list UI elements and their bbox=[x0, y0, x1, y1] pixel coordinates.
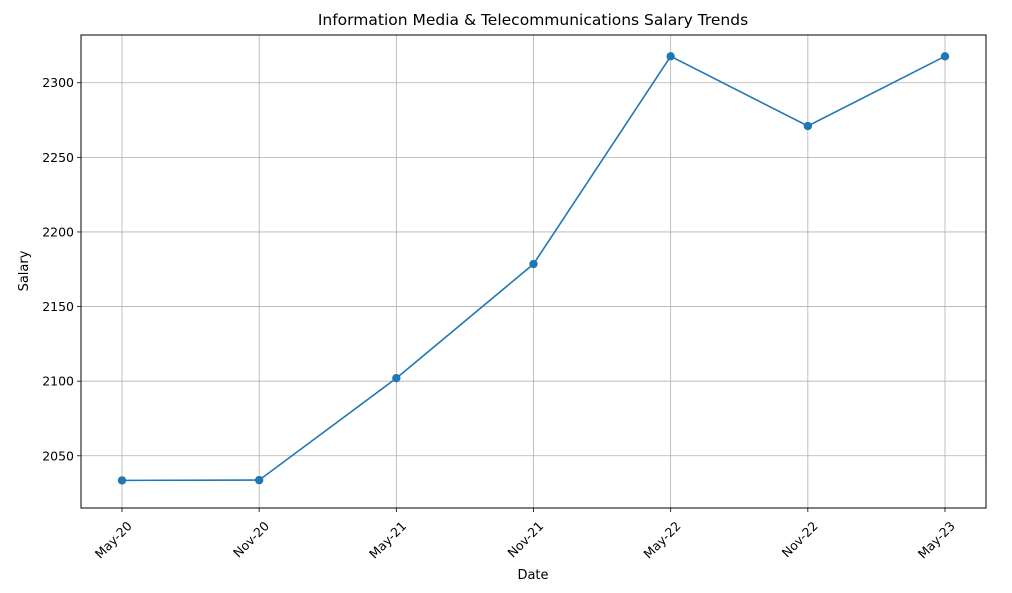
y-tick-label: 2050 bbox=[42, 448, 74, 463]
y-axis-label: Salary bbox=[17, 250, 32, 291]
data-point bbox=[529, 259, 538, 269]
y-tick-label: 2250 bbox=[42, 150, 74, 165]
data-point bbox=[666, 52, 675, 61]
chart-title: Information Media & Telecommunications S… bbox=[318, 11, 748, 29]
data-point bbox=[803, 121, 813, 131]
grid-lines bbox=[81, 35, 986, 508]
data-point bbox=[940, 52, 950, 61]
x-axis: May-20 Nov-20 May-21 Nov-21 May-22 Nov-22 May-… bbox=[92, 508, 958, 561]
data-point bbox=[254, 475, 264, 485]
y-axis: 2050 2100 2150 2200 2250 2300 bbox=[42, 75, 81, 463]
x-tick-label: May-20 bbox=[92, 518, 135, 561]
x-tick-label: May-21 bbox=[366, 518, 409, 561]
x-axis-label: Date bbox=[517, 568, 548, 583]
x-tick-label: Nov-20 bbox=[230, 518, 272, 560]
y-tick-label: 2100 bbox=[42, 374, 74, 389]
x-tick-label: May-22 bbox=[640, 518, 683, 561]
x-tick-label: Nov-21 bbox=[504, 518, 546, 560]
data-point bbox=[392, 373, 401, 383]
x-tick-label: May-23 bbox=[915, 518, 958, 561]
y-tick-label: 2300 bbox=[42, 75, 74, 90]
x-tick-label: Nov-22 bbox=[779, 518, 821, 560]
y-tick-label: 2200 bbox=[42, 224, 74, 239]
series-group bbox=[117, 52, 950, 485]
data-point bbox=[117, 476, 127, 485]
plot-frame bbox=[80, 34, 987, 509]
y-tick-label: 2150 bbox=[42, 299, 74, 314]
